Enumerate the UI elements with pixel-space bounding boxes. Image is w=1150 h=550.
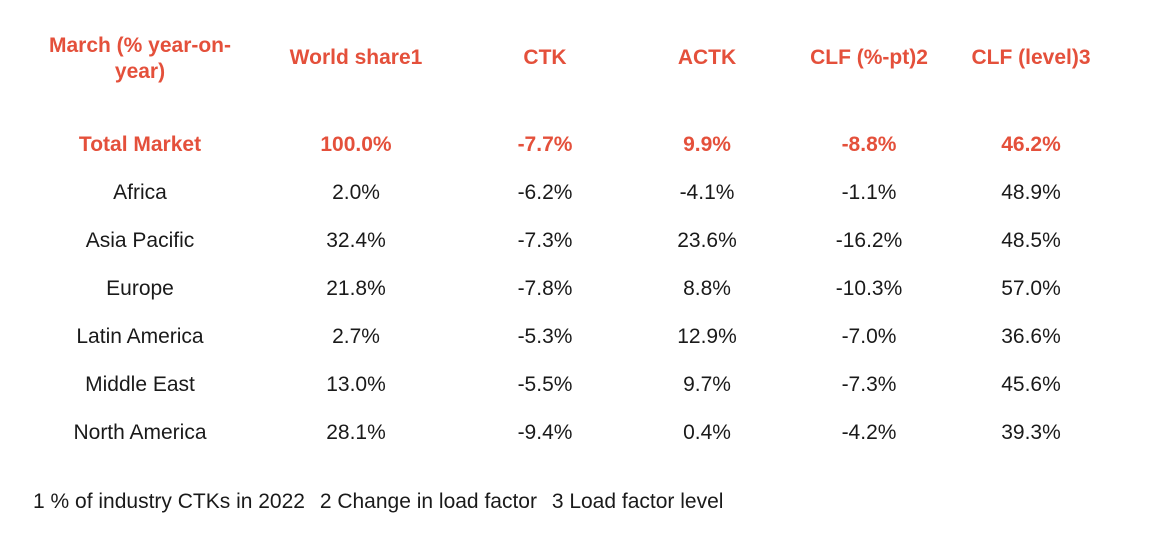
row-label-total-market: Total Market (78, 133, 202, 156)
table-cell: -7.0% (841, 325, 897, 348)
row-label-north-america: North America (73, 421, 207, 444)
header-clf-level: CLF (level)3 (971, 46, 1091, 69)
table-cell: -4.1% (679, 181, 735, 204)
table-cell: -8.8% (841, 133, 897, 156)
table-cell: 32.4% (326, 229, 386, 252)
table-cell: 45.6% (1001, 373, 1061, 396)
header-region-label: March (% year-on-year) (48, 34, 232, 83)
table-cell: -7.3% (517, 229, 573, 252)
table-cell: -1.1% (841, 181, 897, 204)
footnote-2: 2 Change in load factor (319, 490, 537, 513)
table-cell: 28.1% (326, 421, 386, 444)
table-cell: -7.8% (517, 277, 573, 300)
table-cell: 48.9% (1001, 181, 1061, 204)
footnote-1: 1 % of industry CTKs in 2022 (33, 490, 305, 513)
table-cell: 36.6% (1001, 325, 1061, 348)
table-cell: 9.7% (683, 373, 731, 396)
table-cell: 100.0% (320, 133, 392, 156)
row-label-latin-america: Latin America (76, 325, 204, 348)
table-cell: -7.3% (841, 373, 897, 396)
footnote-3: 3 Load factor level (551, 490, 724, 513)
table-cell: 2.0% (332, 181, 380, 204)
footnotes: 1 % of industry CTKs in 2022 2 Change in… (33, 489, 723, 515)
row-label-asia-pacific: Asia Pacific (85, 229, 195, 252)
table-cell: -5.5% (517, 373, 573, 396)
table-cell: -4.2% (841, 421, 897, 444)
table-cell: -16.2% (835, 229, 903, 252)
table-cell: 12.9% (677, 325, 737, 348)
row-label-europe: Europe (106, 277, 174, 300)
table-cell: -6.2% (517, 181, 573, 204)
table-cell: 9.9% (683, 133, 731, 156)
header-world-share: World share1 (289, 46, 423, 69)
table-cell: -9.4% (517, 421, 573, 444)
table-cell: 39.3% (1001, 421, 1061, 444)
header-ctk: CTK (523, 46, 567, 69)
table-cell: 46.2% (1001, 133, 1061, 156)
table-cell: -7.7% (517, 133, 573, 156)
table-cell: 2.7% (332, 325, 380, 348)
table-cell: -10.3% (835, 277, 903, 300)
row-label-middle-east: Middle East (85, 373, 195, 396)
header-actk: ACTK (677, 46, 737, 69)
table-cell: 13.0% (326, 373, 386, 396)
row-label-africa: Africa (113, 181, 167, 204)
table-cell: 23.6% (677, 229, 737, 252)
table-cell: 8.8% (683, 277, 731, 300)
table-cell: 0.4% (683, 421, 731, 444)
table-cell: -5.3% (517, 325, 573, 348)
table-cell: 48.5% (1001, 229, 1061, 252)
table-cell: 21.8% (326, 277, 386, 300)
header-clf-pt: CLF (%-pt)2 (810, 46, 928, 69)
table-cell: 57.0% (1001, 277, 1061, 300)
